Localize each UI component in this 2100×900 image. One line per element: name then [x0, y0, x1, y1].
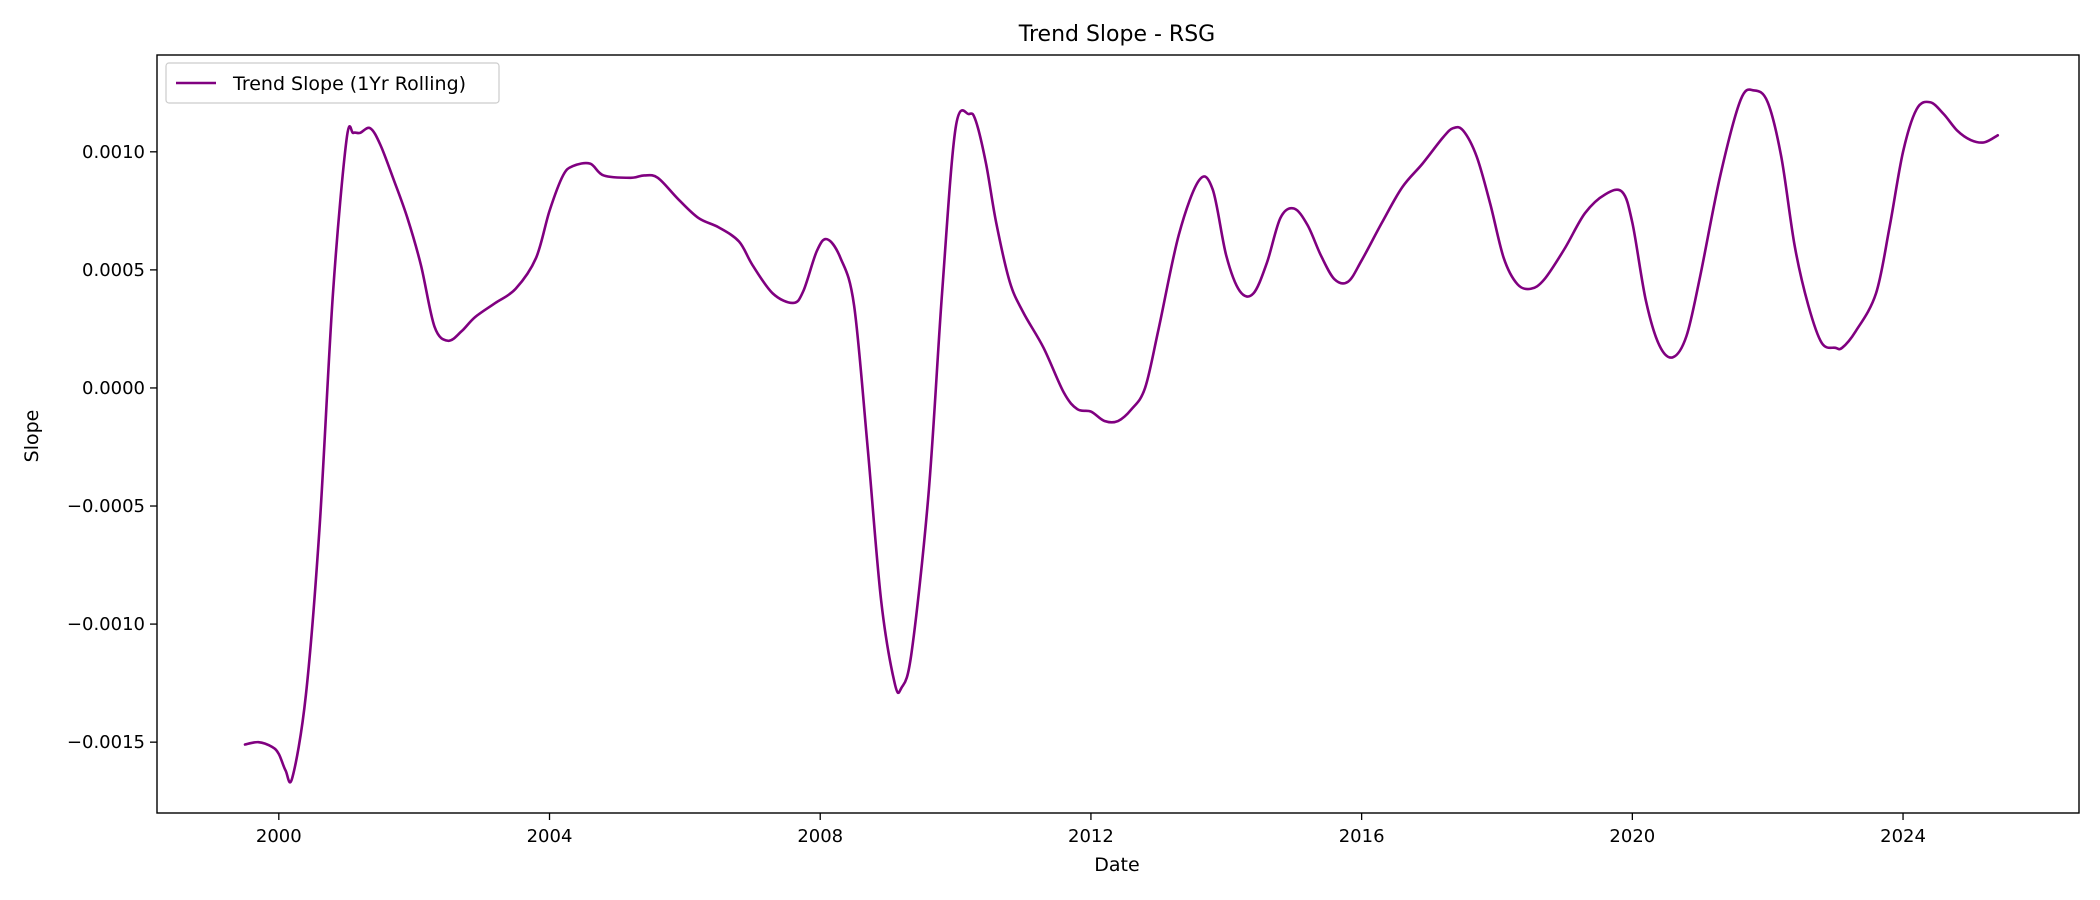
- legend-box: [165, 62, 500, 104]
- y-tick-label: 0.0010: [82, 142, 145, 163]
- x-axis-ticks: 2000 2004 2008 2012 2016 2020 2024: [256, 813, 1926, 847]
- chart-title: Trend Slope - RSG: [1018, 22, 1215, 47]
- x-tick-label: 2020: [1609, 826, 1655, 847]
- x-tick-label: 2024: [1880, 826, 1926, 847]
- x-tick-label: 2008: [797, 826, 843, 847]
- series-line-trend-slope: [243, 88, 2000, 784]
- y-tick-label: −0.0005: [67, 496, 145, 517]
- x-tick-label: 2004: [527, 826, 573, 847]
- y-tick-label: −0.0010: [67, 614, 145, 635]
- x-tick-label: 2016: [1339, 826, 1385, 847]
- y-tick-label: 0.0000: [82, 378, 145, 399]
- y-tick-label: −0.0015: [67, 732, 145, 753]
- y-tick-label: 0.0005: [82, 260, 145, 281]
- legend: Trend Slope (1Yr Rolling): [165, 62, 500, 104]
- x-axis-label: Date: [1094, 854, 1139, 876]
- x-tick-label: 2012: [1068, 826, 1114, 847]
- y-axis-label: Slope: [21, 410, 43, 463]
- axes-frame: [156, 54, 2080, 814]
- y-axis-ticks: −0.0015 −0.0010 −0.0005 0.0000 0.0005 0.0010: [67, 142, 157, 753]
- x-tick-label: 2000: [256, 826, 302, 847]
- legend-label: Trend Slope (1Yr Rolling): [232, 73, 466, 95]
- plot-area: [243, 88, 2000, 784]
